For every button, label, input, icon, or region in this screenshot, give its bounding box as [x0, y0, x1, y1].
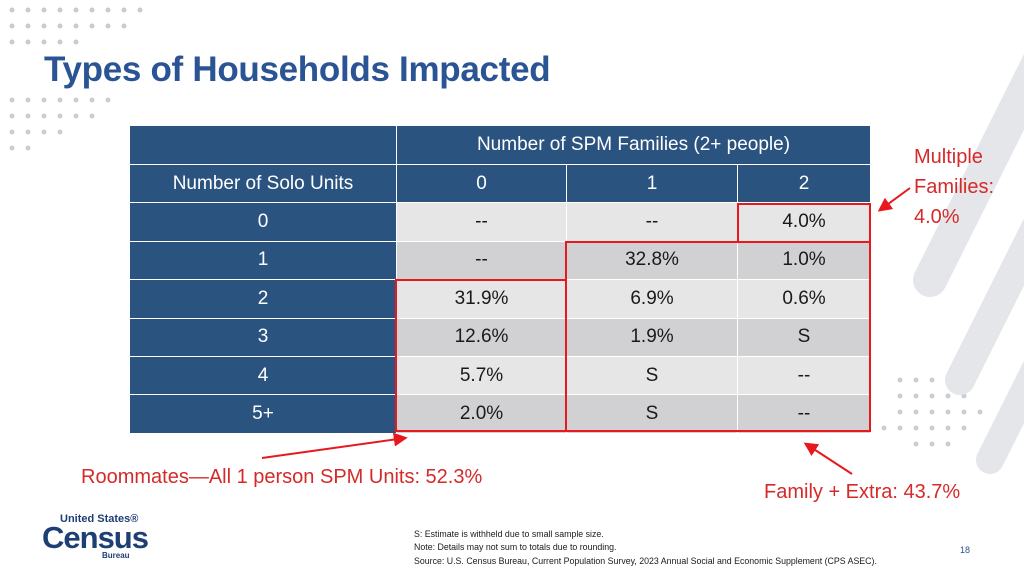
table-cell: S	[566, 355, 738, 396]
table-cell: 32.8%	[566, 240, 738, 281]
logo-main-text: Census	[42, 520, 149, 555]
footnote-line: Source: U.S. Census Bureau, Current Popu…	[414, 555, 877, 566]
table-cell: 6.9%	[566, 279, 738, 319]
table-cell: 1.9%	[566, 317, 738, 357]
callout-family-extra: Family + Extra: 43.7%	[764, 481, 961, 503]
footnote-line: Note: Details may not sum to totals due …	[414, 542, 617, 553]
table-row: 1 -- 32.8% 1.0%	[129, 240, 871, 281]
row-label: 4	[129, 355, 397, 396]
table-row: 2 31.9% 6.9% 0.6%	[129, 279, 871, 319]
callout-roommates: Roommates—All 1 person SPM Units: 52.3%	[81, 466, 483, 488]
column-header: 1	[566, 163, 738, 204]
arrow-family-extra	[803, 442, 853, 475]
column-group-header: Number of SPM Families (2+ people)	[396, 125, 871, 165]
table-cell: --	[396, 202, 567, 242]
row-label: 3	[129, 317, 397, 357]
row-label: 5+	[129, 394, 397, 434]
callout-multiple-line: Multiple	[914, 146, 983, 168]
slide-title: Types of Households Impacted	[44, 50, 551, 89]
table-cell: --	[566, 202, 738, 242]
callout-multiple-line: 4.0%	[914, 206, 960, 228]
footnotes: S: Estimate is withheld due to small sam…	[414, 528, 877, 568]
row-label: 2	[129, 279, 397, 319]
footnote-line: S: Estimate is withheld due to small sam…	[414, 529, 604, 539]
table-cell: --	[396, 240, 567, 281]
row-label: 0	[129, 202, 397, 242]
arrow-multiple-families	[877, 187, 911, 212]
callout-multiple-line: Families:	[914, 176, 995, 198]
table-header-row: Number of Solo Units 0 1 2	[129, 163, 871, 204]
row-label: 1	[129, 240, 397, 281]
table-cell: S	[566, 394, 738, 434]
table-cell: 31.9%	[396, 279, 567, 319]
table-row: 3 12.6% 1.9% S	[129, 317, 871, 357]
logo-top-text: United States®	[60, 513, 139, 525]
spm-table: Number of SPM Families (2+ people) Numbe…	[129, 125, 871, 434]
census-bureau-logo: United States® Census Bureau	[42, 513, 149, 560]
page-number: 18	[960, 545, 971, 555]
column-header: 0	[396, 163, 567, 204]
logo-bottom-text: Bureau	[102, 551, 130, 560]
arrow-roommates	[261, 432, 408, 459]
table-row: 4 5.7% S --	[129, 355, 871, 396]
table-cell: --	[737, 355, 871, 396]
table-cell: 2.0%	[396, 394, 567, 434]
column-header: 2	[737, 163, 871, 204]
table-cell: 5.7%	[396, 355, 567, 396]
table-row: 0 -- -- 4.0%	[129, 202, 871, 242]
table-row: 5+ 2.0% S --	[129, 394, 871, 434]
table-cell: S	[737, 317, 871, 357]
table-cell: --	[737, 394, 871, 434]
table-cell: 12.6%	[396, 317, 567, 357]
row-header-label: Number of Solo Units	[129, 163, 397, 204]
table-cell: 4.0%	[737, 202, 871, 242]
table-group-header-row: Number of SPM Families (2+ people)	[129, 125, 871, 165]
table-corner-cell	[129, 125, 397, 165]
table-cell: 1.0%	[737, 240, 871, 281]
callout-multiple-families: Multiple Families: 4.0%	[914, 142, 1018, 232]
table-cell: 0.6%	[737, 279, 871, 319]
